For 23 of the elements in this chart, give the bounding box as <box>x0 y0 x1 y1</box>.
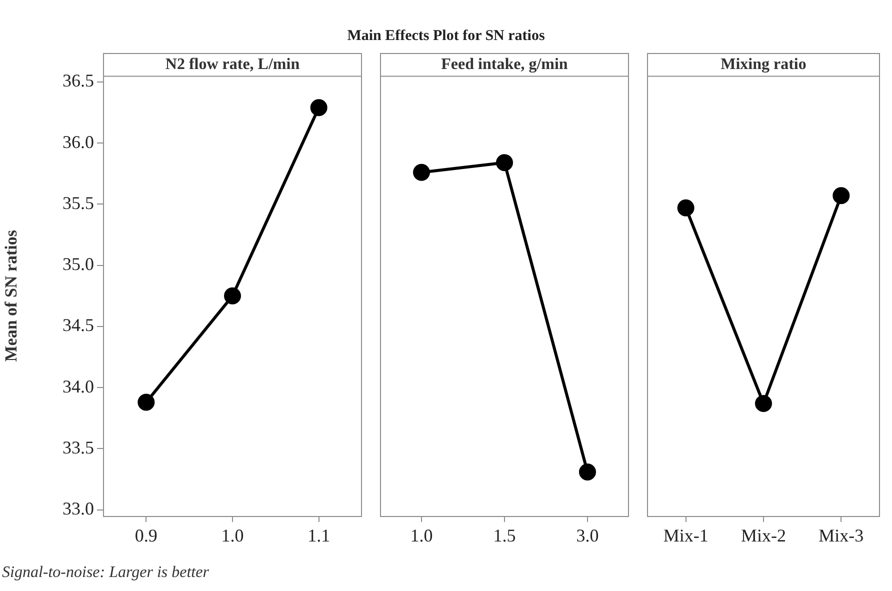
x-tick-label: 3.0 <box>576 526 599 546</box>
x-tick-label: 1.1 <box>308 526 330 546</box>
y-axis-title: Mean of SN ratios <box>2 230 21 362</box>
x-tick-label: 1.0 <box>221 526 244 546</box>
x-tick-label: 0.9 <box>134 526 158 546</box>
y-tick-label: 34.0 <box>62 376 94 396</box>
y-tick-label: 33.5 <box>62 437 94 458</box>
chart-title: Mixing ratio <box>647 52 880 76</box>
y-tick-label: 34.5 <box>62 315 94 336</box>
text: Signal-to-noise: Larger is better <box>2 564 209 582</box>
x-tick-label: Mix-3 <box>818 526 864 546</box>
y-tick-label: 35.5 <box>62 192 94 213</box>
x-tick-label: 1.0 <box>410 526 433 546</box>
chart-title: Feed intake, g/min <box>380 52 629 76</box>
text: Main Effects Plot for SN ratios <box>346 28 546 45</box>
x-tick-label: 1.5 <box>493 526 516 546</box>
y-tick-label: 33.0 <box>62 498 94 519</box>
y-tick-label: 36.0 <box>62 132 94 152</box>
y-tick-label: 36.5 <box>62 70 94 91</box>
x-tick-label: Mix-1 <box>663 526 708 546</box>
x-tick-label: Mix-2 <box>741 526 786 546</box>
chart-title: N2 flow rate, L/min <box>103 52 362 76</box>
y-tick-label: 35.0 <box>62 254 94 274</box>
